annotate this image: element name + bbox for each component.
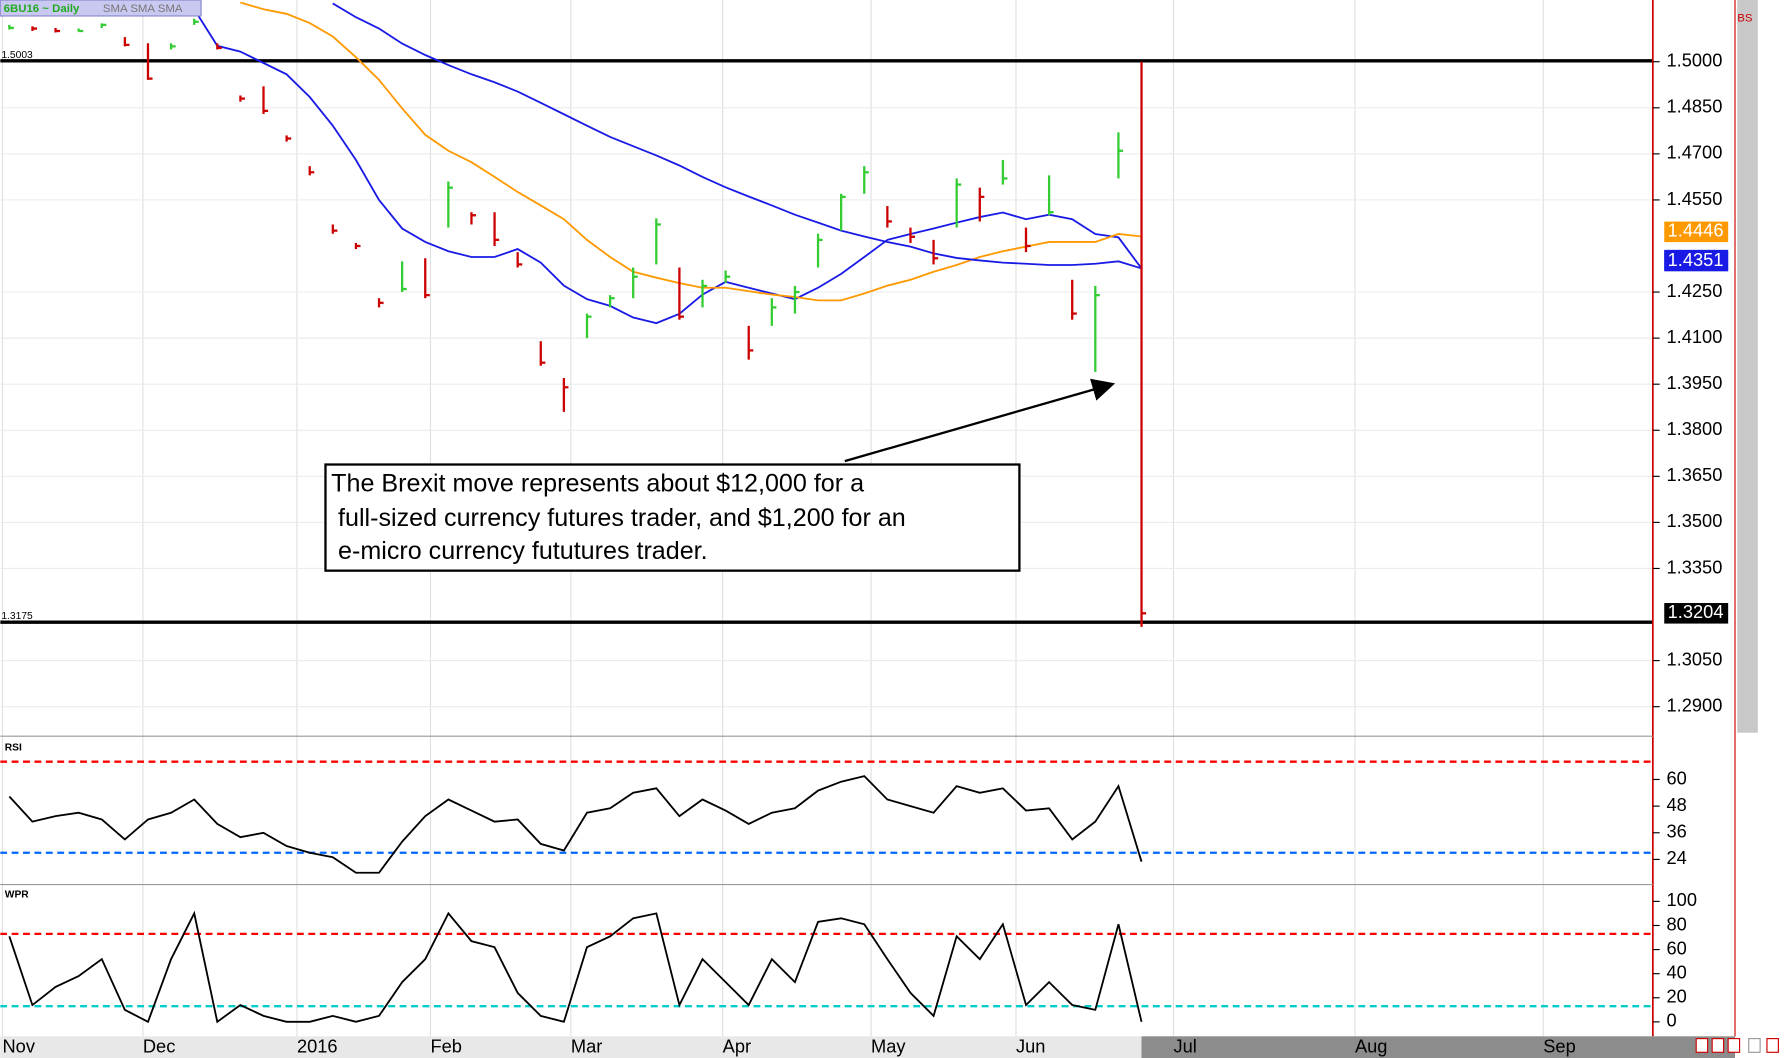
legend-entry: SMA <box>158 3 183 15</box>
price-label: 1.4351 <box>1668 249 1724 270</box>
y-tick-label: 1.3650 <box>1667 464 1723 485</box>
y-tick-label: 24 <box>1667 847 1687 868</box>
y-tick-label: 36 <box>1667 821 1687 842</box>
header-box <box>0 0 202 17</box>
y-tick-label: 1.2900 <box>1667 694 1723 715</box>
corner-label: BS <box>1737 12 1753 24</box>
x-tick-label: Jul <box>1173 1036 1196 1057</box>
y-tick-label: 40 <box>1667 961 1687 982</box>
toolbar-button[interactable] <box>1695 1038 1709 1053</box>
indicator-line <box>8 910 1143 1024</box>
y-tick-label: 1.3350 <box>1667 556 1723 577</box>
x-axis-band <box>0 1036 1142 1058</box>
x-tick-label: Feb <box>430 1036 461 1057</box>
panel <box>0 910 1653 1024</box>
sma-line <box>332 2 1142 270</box>
indicator-line <box>8 775 1143 874</box>
x-tick-label: Sep <box>1543 1036 1575 1057</box>
level-label: 1.3175 <box>1 611 33 622</box>
x-axis-future <box>1141 1036 1736 1058</box>
annotation-text: The Brexit move represents about $12,000… <box>331 470 864 498</box>
annotation-arrow <box>844 378 1116 463</box>
sma-line <box>240 1 1142 302</box>
y-tick-label: 1.4700 <box>1667 142 1723 163</box>
panel <box>0 1 1653 627</box>
y-tick-label: 1.5000 <box>1667 50 1723 71</box>
chart-title: 6BU16 ~ Daily <box>4 3 80 15</box>
y-tick-label: 1.3800 <box>1667 418 1723 439</box>
y-tick-label: 0 <box>1667 1010 1677 1031</box>
y-tick-label: 1.3500 <box>1667 510 1723 531</box>
sma-line <box>193 8 1143 325</box>
y-tick-label: 60 <box>1667 937 1687 958</box>
price-label-box <box>1664 250 1729 272</box>
x-tick-label: Nov <box>2 1036 35 1057</box>
y-tick-label: 48 <box>1667 794 1687 815</box>
price-label-box <box>1664 603 1729 624</box>
x-tick-label: Jun <box>1016 1036 1045 1057</box>
scrollbar[interactable] <box>1737 0 1758 733</box>
price-label: 1.3204 <box>1668 601 1724 622</box>
y-tick-label: 1.4250 <box>1667 280 1723 301</box>
y-tick-label: 80 <box>1667 913 1687 934</box>
panel-title: WPR <box>5 890 30 901</box>
y-tick-label: 1.3050 <box>1667 648 1723 669</box>
y-tick-label: 1.4100 <box>1667 326 1723 347</box>
y-tick-label: 60 <box>1667 767 1687 788</box>
level-label: 1.5003 <box>1 50 33 61</box>
x-tick-label: Dec <box>143 1036 175 1057</box>
y-tick-label: 100 <box>1667 889 1697 910</box>
x-tick-label: Apr <box>723 1036 751 1057</box>
y-tick-label: 1.3950 <box>1667 372 1723 393</box>
x-tick-label: 2016 <box>297 1036 338 1057</box>
y-tick-label: 1.4850 <box>1667 96 1723 117</box>
toolbar-button[interactable] <box>1711 1038 1725 1053</box>
price-label: 1.4446 <box>1668 220 1724 241</box>
price-label-box <box>1664 221 1729 243</box>
y-tick-label: 20 <box>1667 986 1687 1007</box>
marks <box>0 1 1653 1024</box>
toolbar-button[interactable] <box>1748 1038 1761 1053</box>
toolbar-button[interactable] <box>1766 1038 1779 1053</box>
legend-entry: SMA <box>103 3 128 15</box>
panel <box>0 760 1653 874</box>
annotation-box <box>324 463 1021 572</box>
y-tick-label: 1.4550 <box>1667 188 1723 209</box>
panel-title: RSI <box>5 742 22 753</box>
annotation-text: e-micro currency fututures trader. <box>338 537 708 565</box>
annotation-text: full-sized currency futures trader, and … <box>338 504 906 532</box>
x-tick-label: May <box>871 1036 906 1057</box>
toolbar-button[interactable] <box>1727 1038 1741 1053</box>
legend-entry: SMA <box>130 3 155 15</box>
x-tick-label: Aug <box>1355 1036 1387 1057</box>
x-tick-label: Mar <box>571 1036 602 1057</box>
